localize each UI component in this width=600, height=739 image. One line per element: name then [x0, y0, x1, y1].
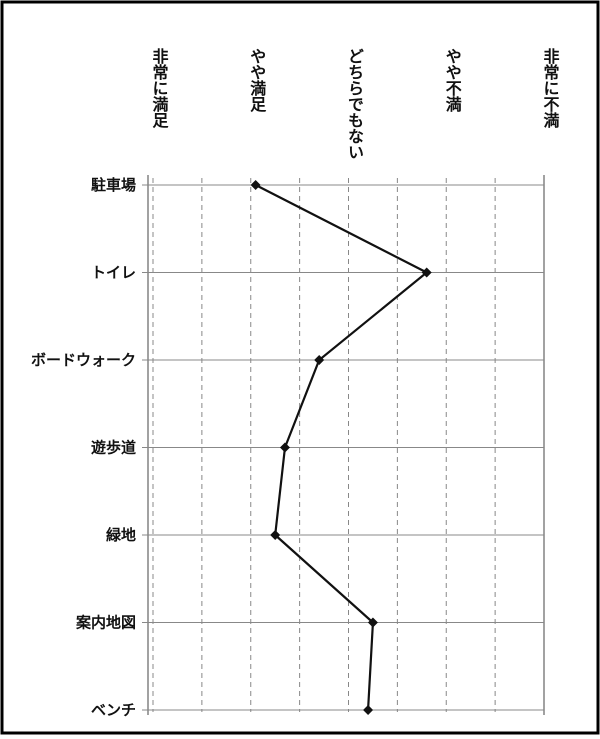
data-point-marker	[279, 442, 290, 453]
category-label: 案内地図	[75, 614, 136, 632]
category-label: ベンチ	[91, 701, 136, 719]
scale-level-label: 非常に不満	[541, 47, 560, 129]
category-label: 緑地	[106, 526, 136, 544]
data-point-marker	[421, 267, 432, 278]
series-markers	[250, 180, 432, 715]
data-point-marker	[367, 617, 378, 628]
scale-level-label: やや不満	[443, 48, 462, 113]
category-label: 駐車場	[91, 176, 136, 194]
scale-level-label: どちらでもない	[345, 48, 364, 160]
category-label: トイレ	[91, 264, 136, 282]
data-point-marker	[250, 180, 261, 190]
data-point-marker	[314, 355, 325, 365]
scale-level-label: 非常に満足	[150, 47, 169, 128]
data-point-marker	[363, 705, 374, 715]
category-label: ボードウォーク	[31, 351, 136, 369]
scale-level-label: やや満足	[247, 48, 266, 112]
grid-lines	[142, 175, 545, 715]
category-label: 遊歩道	[91, 439, 136, 457]
data-point-marker	[270, 530, 281, 540]
scale-level-labels: 非常に満足 やや満足 どちらでもない やや不満 非常に不満	[150, 47, 560, 160]
